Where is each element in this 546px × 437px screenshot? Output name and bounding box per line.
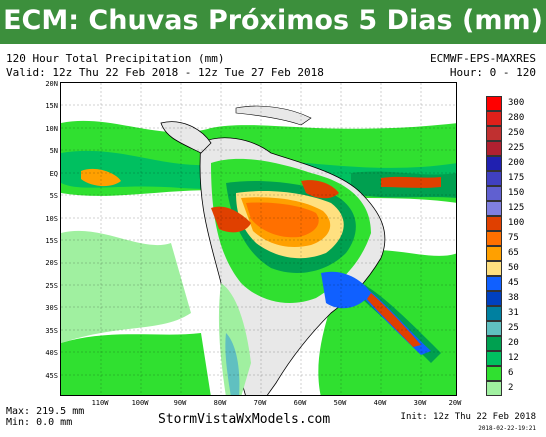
lon-label: 110W [91, 399, 109, 407]
max-value: Max: 219.5 mm [6, 406, 85, 417]
legend-level: 45 [508, 278, 519, 288]
init-time: Init: 12z Thu 22 Feb 2018 [400, 412, 536, 422]
lat-label: 5N [49, 147, 58, 155]
lat-label: 20N [45, 80, 58, 88]
lat-label: 15N [45, 102, 58, 110]
legend-level: 12 [508, 353, 519, 363]
lon-label: 30W [413, 399, 427, 407]
legend-level: 6 [508, 368, 514, 378]
legend-level: 38 [508, 293, 519, 303]
lat-label: 30S [45, 304, 58, 312]
legend-swatch [486, 381, 502, 396]
lat-label: EQ [49, 170, 58, 178]
map-canvas [61, 83, 456, 395]
legend-level: 250 [508, 128, 525, 138]
legend-swatch [486, 201, 502, 216]
lat-label: 20S [45, 259, 58, 267]
legend-level: 65 [508, 248, 519, 258]
legend-level: 200 [508, 158, 525, 168]
timestamp: 2018-02-22-19:21 [478, 425, 536, 432]
legend-swatch [486, 291, 502, 306]
legend-level: 100 [508, 218, 525, 228]
legend-level: 175 [508, 173, 525, 183]
legend-level: 150 [508, 188, 525, 198]
lat-label: 35S [45, 327, 58, 335]
legend-level: 31 [508, 308, 519, 318]
lon-label: 20W [448, 399, 462, 407]
legend-swatch [486, 306, 502, 321]
legend-level: 280 [508, 113, 525, 123]
lat-label: 10S [45, 215, 58, 223]
legend-swatch [486, 276, 502, 291]
legend-swatch [486, 126, 502, 141]
min-value: Min: 0.0 mm [6, 417, 73, 428]
legend-level: 2 [508, 383, 514, 393]
lon-label: 50W [333, 399, 347, 407]
legend-swatch [486, 246, 502, 261]
legend-swatch [486, 351, 502, 366]
legend-swatch [486, 111, 502, 126]
lon-label: 70W [253, 399, 267, 407]
lat-label: 5S [49, 192, 58, 200]
lat-label: 25S [45, 282, 58, 290]
model-name: ECMWF-EPS-MAXRES [430, 52, 536, 65]
legend-swatch [486, 231, 502, 246]
legend-level: 300 [508, 98, 525, 108]
site-credit: StormVistaWxModels.com [158, 412, 331, 427]
lat-label: 45S [45, 372, 58, 380]
legend-swatch [486, 171, 502, 186]
lon-label: 80W [213, 399, 227, 407]
legend-swatch [486, 336, 502, 351]
lat-label: 10N [45, 125, 58, 133]
lon-label: 90W [173, 399, 187, 407]
title-banner: ECM: Chuvas Próximos 5 Dias (mm) [0, 0, 546, 44]
valid-period: Valid: 12z Thu 22 Feb 2018 - 12z Tue 27 … [6, 66, 324, 79]
forecast-hours: Hour: 0 - 120 [449, 66, 536, 79]
legend-level: 25 [508, 323, 519, 333]
legend-level: 125 [508, 203, 525, 213]
legend-swatch [486, 186, 502, 201]
legend-level: 20 [508, 338, 519, 348]
lon-label: 100W [131, 399, 149, 407]
legend-swatch [486, 156, 502, 171]
banner-title: ECM: Chuvas Próximos 5 Dias (mm) [3, 5, 543, 36]
lon-label: 60W [293, 399, 307, 407]
legend-level: 225 [508, 143, 525, 153]
legend-swatch [486, 366, 502, 381]
legend-swatch [486, 321, 502, 336]
legend-swatch [486, 216, 502, 231]
legend-swatch [486, 261, 502, 276]
lat-label: 15S [45, 237, 58, 245]
legend-swatch [486, 96, 502, 111]
legend-level: 50 [508, 263, 519, 273]
lat-label: 40S [45, 349, 58, 357]
lon-label: 40W [373, 399, 387, 407]
legend-swatch [486, 141, 502, 156]
legend-level: 75 [508, 233, 519, 243]
product-title: 120 Hour Total Precipitation (mm) [6, 52, 225, 65]
precipitation-map [60, 82, 457, 396]
